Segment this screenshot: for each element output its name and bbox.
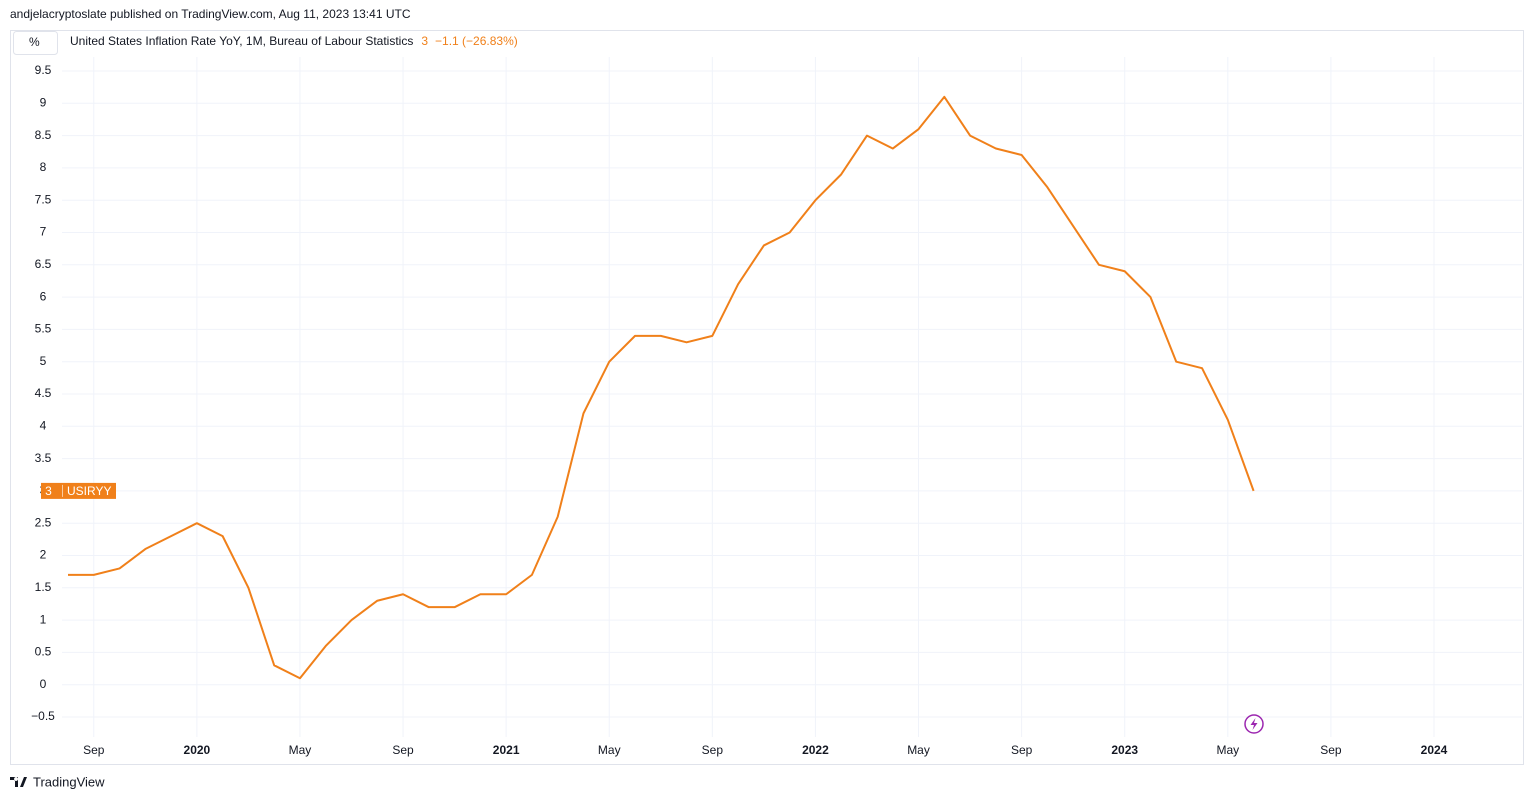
event-bolt [1250,718,1258,730]
y-tick-label: 2 [40,548,47,562]
y-tick-label: 5 [40,354,47,368]
x-tick-label: Sep [1011,743,1033,757]
legend-name: United States Inflation Rate YoY, 1M, Bu… [70,34,413,48]
unit-label[interactable]: % [29,35,40,49]
series-line [68,95,1255,680]
badge-value: 3 [45,484,52,498]
x-tick-label: Sep [83,743,105,757]
grid [62,57,1522,737]
y-tick-label: 8.5 [35,128,52,142]
x-tick-label: Sep [392,743,414,757]
x-tick-label: May [598,743,621,757]
x-tick-label: Sep [1320,743,1342,757]
x-tick-label: 2020 [184,743,211,757]
x-tick-label: May [1216,743,1239,757]
y-tick-label: 7 [40,225,47,239]
y-tick-label: 4.5 [35,386,52,400]
y-tick-label: 3.5 [35,451,52,465]
x-tick-label: 2021 [493,743,520,757]
y-tick-label: 1.5 [35,580,52,594]
badge-bg [41,482,116,499]
x-tick-label: 2023 [1111,743,1138,757]
x-tick-label: 2022 [802,743,829,757]
y-tick-label: 6.5 [35,257,52,271]
y-tick-label: 4 [40,418,47,432]
y-tick-label: 9.5 [35,63,52,77]
y-tick-label: −0.5 [31,709,55,723]
x-tick-label: May [289,743,312,757]
y-tick-label: 8 [40,160,47,174]
footer-brand: TradingView [33,774,105,789]
x-tick-label: 2024 [1421,743,1448,757]
unit-button[interactable] [13,31,58,55]
legend-last-value: 3 [421,34,428,48]
y-tick-label: 0 [40,677,47,691]
y-tick-label: 0.5 [35,645,52,659]
legend-change: −1.1 (−26.83%) [435,34,518,48]
y-tick-label: 2.5 [35,515,52,529]
badge-symbol: USIRYY [67,484,111,498]
y-tick-label: 7.5 [35,192,52,206]
footer-logo [10,777,27,787]
y-tick-label: 6 [40,289,47,303]
x-tick-label: May [907,743,930,757]
last-value-badge: 3 USIRYY [41,482,116,499]
y-tick-label: 1 [40,612,47,626]
chart-frame [10,30,1524,765]
y-tick-label: 5.5 [35,322,52,336]
y-tick-label: 9 [40,95,47,109]
published-note: andjelacryptoslate published on TradingV… [10,7,411,21]
x-tick-label: Sep [702,743,724,757]
